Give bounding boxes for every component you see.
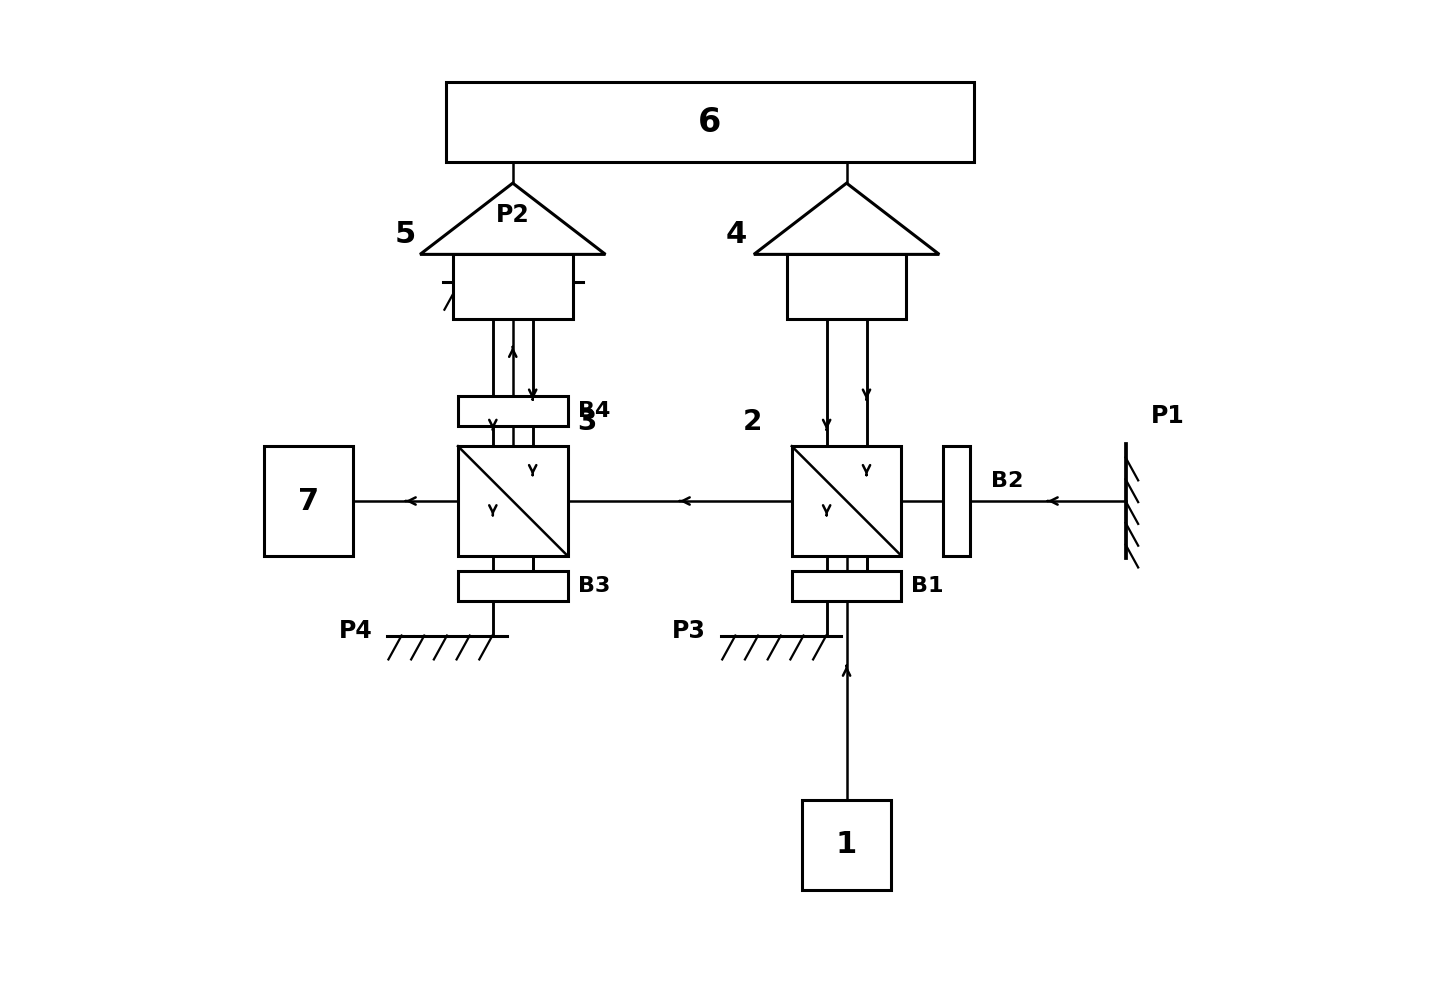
- Text: P3: P3: [672, 618, 707, 642]
- Text: B1: B1: [912, 576, 944, 596]
- Bar: [801, 800, 891, 890]
- Bar: [792, 571, 901, 600]
- Bar: [445, 82, 974, 162]
- Bar: [454, 255, 573, 320]
- Text: 1: 1: [836, 831, 858, 860]
- Text: 6: 6: [698, 106, 721, 139]
- Text: 7: 7: [298, 487, 318, 515]
- Text: B2: B2: [992, 471, 1024, 491]
- Polygon shape: [755, 183, 939, 255]
- Bar: [787, 255, 906, 320]
- Text: P2: P2: [496, 203, 529, 227]
- Polygon shape: [420, 183, 605, 255]
- Text: B3: B3: [577, 576, 609, 596]
- Bar: [792, 446, 901, 556]
- Bar: [458, 571, 567, 600]
- Bar: [458, 397, 567, 426]
- Bar: [942, 446, 970, 556]
- Text: B4: B4: [577, 402, 609, 421]
- Text: 5: 5: [394, 220, 416, 248]
- Text: P4: P4: [339, 618, 372, 642]
- Bar: [263, 446, 353, 556]
- Text: P1: P1: [1150, 404, 1184, 428]
- Text: 2: 2: [743, 408, 762, 436]
- Bar: [458, 446, 567, 556]
- Text: 4: 4: [726, 220, 747, 248]
- Text: 3: 3: [577, 408, 598, 436]
